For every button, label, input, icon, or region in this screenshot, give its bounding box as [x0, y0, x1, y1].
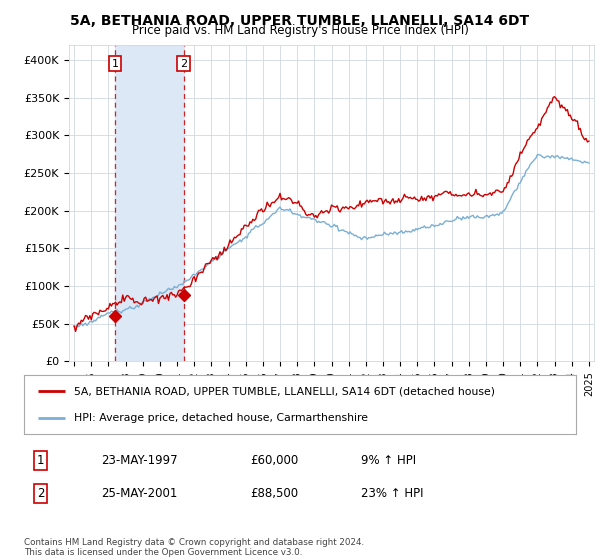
- Text: 23-MAY-1997: 23-MAY-1997: [101, 454, 178, 468]
- Text: Price paid vs. HM Land Registry's House Price Index (HPI): Price paid vs. HM Land Registry's House …: [131, 24, 469, 37]
- Text: £60,000: £60,000: [250, 454, 299, 468]
- Text: 5A, BETHANIA ROAD, UPPER TUMBLE, LLANELLI, SA14 6DT: 5A, BETHANIA ROAD, UPPER TUMBLE, LLANELL…: [70, 14, 530, 28]
- Text: 2: 2: [180, 59, 187, 69]
- Text: 5A, BETHANIA ROAD, UPPER TUMBLE, LLANELLI, SA14 6DT (detached house): 5A, BETHANIA ROAD, UPPER TUMBLE, LLANELL…: [74, 386, 494, 396]
- Text: 2: 2: [37, 487, 44, 500]
- Text: 1: 1: [112, 59, 118, 69]
- Bar: [115, 45, 184, 361]
- Text: 25-MAY-2001: 25-MAY-2001: [101, 487, 178, 500]
- Text: Contains HM Land Registry data © Crown copyright and database right 2024.
This d: Contains HM Land Registry data © Crown c…: [24, 538, 364, 557]
- Text: 23% ↑ HPI: 23% ↑ HPI: [361, 487, 423, 500]
- Text: 9% ↑ HPI: 9% ↑ HPI: [361, 454, 416, 468]
- Text: £88,500: £88,500: [250, 487, 298, 500]
- Text: HPI: Average price, detached house, Carmarthenshire: HPI: Average price, detached house, Carm…: [74, 413, 368, 423]
- Text: 1: 1: [37, 454, 44, 468]
